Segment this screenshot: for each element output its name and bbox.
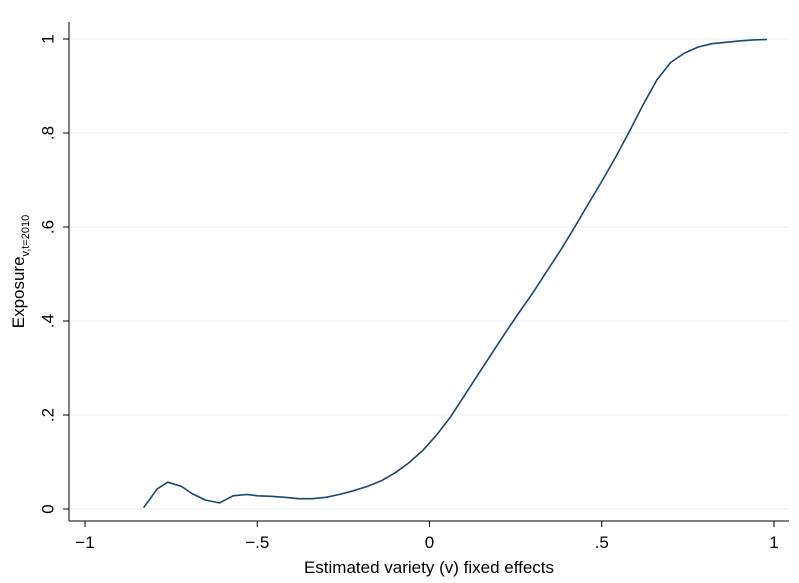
x-tick-label: 0: [425, 533, 434, 552]
y-tick-label: 0: [38, 504, 57, 513]
x-tick-label: .5: [595, 533, 609, 552]
grid-lines: [69, 38, 789, 510]
series-line: [142, 38, 768, 509]
y-axis-title: Exposurev,t=2010: [9, 215, 32, 329]
y-tick-label: .4: [38, 314, 57, 328]
x-axis-title: Estimated variety (v) fixed effects: [304, 558, 554, 577]
series-layer: [142, 38, 768, 509]
y-axis-title-main: Exposure: [9, 256, 28, 328]
y-tick-label: .8: [38, 126, 57, 140]
y-tick-label: 1: [38, 34, 57, 43]
y-axis-title-subscript: v,t=2010: [20, 215, 32, 257]
x-tick-label: −1: [75, 533, 94, 552]
tick-marks: 0 .2 .4 .6 .8 1 −1 −.5 0 .5 1: [38, 34, 778, 552]
y-tick-label: .2: [38, 408, 57, 422]
y-tick-label: .6: [38, 220, 57, 234]
x-tick-label: 1: [769, 533, 778, 552]
axes: [68, 22, 789, 522]
x-tick-label: −.5: [245, 533, 269, 552]
